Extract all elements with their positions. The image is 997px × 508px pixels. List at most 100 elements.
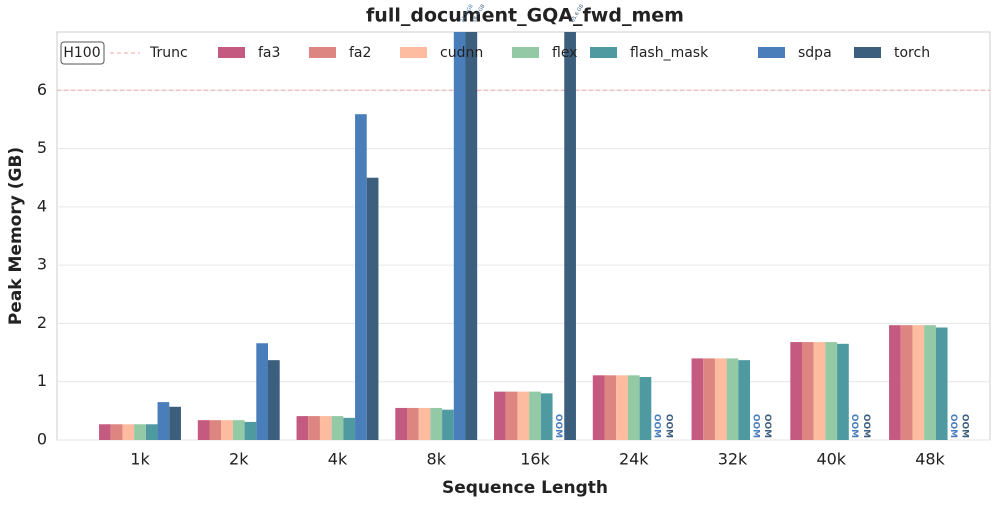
x-tick-label: 24k — [619, 450, 649, 469]
bar — [157, 402, 170, 440]
bar — [837, 343, 849, 440]
y-tick-label: 1 — [37, 371, 47, 390]
oom-label: OOM — [861, 414, 871, 438]
legend-swatch — [512, 47, 539, 58]
bar — [145, 424, 158, 440]
bar — [604, 375, 617, 440]
oom-label: OOM — [762, 414, 772, 438]
bar — [564, 32, 576, 440]
oom-label: OOM — [960, 414, 970, 438]
bar — [912, 325, 925, 440]
bar — [703, 358, 715, 440]
oom-label: OOM — [553, 414, 563, 438]
oom-label: OOM — [750, 414, 760, 438]
legend-swatch — [854, 47, 881, 58]
bar — [738, 360, 751, 440]
bar — [343, 417, 356, 440]
bar — [296, 416, 309, 440]
x-tick-label: 2k — [229, 450, 249, 469]
x-tick-label: 1k — [130, 450, 150, 469]
x-tick-label: 40k — [816, 450, 846, 469]
bar — [122, 424, 135, 440]
bar — [134, 424, 146, 440]
y-tick-label: 6 — [37, 80, 47, 99]
bar — [442, 409, 454, 440]
bar — [355, 114, 367, 440]
x-tick-label: 16k — [520, 450, 550, 469]
oom-label: OOM — [948, 414, 958, 438]
bar — [900, 325, 913, 440]
bar — [592, 375, 605, 440]
oom-label: OOM — [652, 414, 662, 438]
bar — [714, 358, 727, 440]
bar — [465, 32, 478, 440]
bar — [616, 375, 628, 440]
legend-swatch — [400, 47, 427, 58]
y-tick-label: 0 — [37, 430, 47, 449]
bar — [221, 420, 233, 440]
bar — [197, 420, 210, 440]
chart-title: full_document_GQA_fwd_mem — [366, 5, 684, 27]
bar — [802, 342, 814, 440]
bar — [209, 420, 222, 440]
bar — [540, 393, 553, 440]
bar — [790, 342, 802, 440]
bar — [639, 377, 652, 440]
bar — [395, 407, 407, 440]
y-tick-label: 2 — [37, 313, 47, 332]
bar — [726, 358, 739, 440]
annotation: H100 — [63, 45, 100, 61]
legend-swatch — [218, 47, 245, 58]
bar — [813, 342, 826, 440]
bar — [889, 325, 901, 440]
bar — [529, 391, 541, 440]
legend-label: sdpa — [798, 45, 832, 61]
bar — [256, 343, 268, 440]
legend-swatch — [309, 47, 336, 58]
bar — [169, 406, 181, 440]
bar — [924, 325, 936, 440]
bar — [691, 358, 704, 440]
bar — [308, 416, 320, 440]
bar — [232, 420, 245, 440]
oom-label: OOM — [663, 414, 673, 438]
x-tick-label: 4k — [328, 450, 348, 469]
legend-label: flash_mask — [630, 45, 709, 61]
y-tick-label: 3 — [37, 255, 47, 274]
bar — [627, 375, 640, 440]
plot-frame — [56, 31, 991, 441]
bar — [99, 424, 111, 440]
bar — [418, 407, 431, 440]
legend-label: Trunc — [149, 45, 188, 61]
annotation-box — [60, 41, 105, 65]
bar — [825, 342, 838, 440]
y-tick-label: 4 — [37, 196, 47, 215]
bar — [110, 424, 123, 440]
legend-label: fa2 — [349, 45, 371, 61]
bar — [366, 177, 379, 440]
legend-label: fa3 — [258, 45, 280, 61]
bar — [935, 327, 948, 440]
legend-swatch — [590, 47, 617, 58]
y-tick-label: 5 — [37, 138, 47, 157]
bar — [244, 421, 257, 440]
legend-swatch — [758, 47, 785, 58]
y-axis-label: Peak Memory (GB) — [6, 147, 26, 325]
bar — [494, 391, 506, 440]
bar — [430, 407, 443, 440]
bar — [407, 407, 419, 440]
x-axis-label: Sequence Length — [442, 478, 608, 498]
bar — [517, 391, 530, 440]
oom-label: OOM — [849, 414, 859, 438]
bar — [453, 32, 466, 440]
bar — [505, 391, 518, 440]
x-tick-label: 32k — [718, 450, 748, 469]
x-tick-label: 8k — [427, 450, 447, 469]
legend-label: flex — [552, 45, 577, 61]
legend-label: torch — [894, 45, 930, 61]
bar — [319, 416, 332, 440]
x-tick-label: 48k — [915, 450, 945, 469]
legend-label: cudnn — [440, 45, 483, 61]
